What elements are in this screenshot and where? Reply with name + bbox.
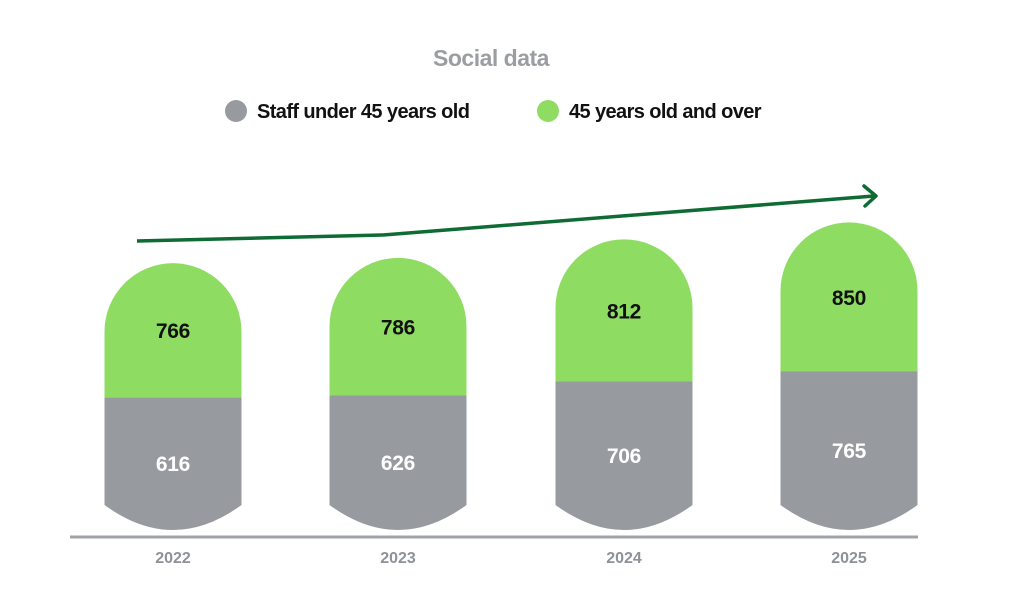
bar-under-45-2024: [555, 381, 693, 530]
data-label-under-45: 706: [607, 445, 641, 468]
bar-45-and-over-2024: [555, 239, 693, 382]
bar-under-45-2022: [104, 397, 242, 530]
bar-45-and-over-2025: [780, 222, 918, 372]
x-tick-label: 2023: [380, 550, 416, 567]
data-label-45-and-over: 812: [607, 300, 641, 323]
bar-45-and-over-2022: [104, 263, 242, 398]
arrow-head-icon: [862, 184, 878, 208]
legend-label-45-and-over: 45 years old and over: [569, 101, 762, 123]
trend-line: [136, 194, 875, 243]
data-label-45-and-over: 766: [156, 320, 190, 343]
x-tick-label: 2022: [155, 550, 191, 567]
legend: Staff under 45 years old 45 years old an…: [225, 100, 762, 123]
x-tick-label: 2024: [606, 550, 642, 567]
bar-under-45-2023: [329, 395, 467, 530]
data-label-under-45: 765: [832, 440, 867, 463]
data-label-45-and-over: 786: [381, 317, 415, 340]
trend-arrow: [136, 184, 878, 243]
data-label-under-45: 616: [156, 453, 190, 476]
legend-label-under-45: Staff under 45 years old: [257, 101, 469, 123]
legend-marker-under-45: [225, 100, 247, 122]
legend-marker-45-and-over: [537, 100, 559, 122]
x-tick-label: 2025: [831, 550, 867, 567]
chart-title: Social data: [433, 45, 550, 71]
data-label-under-45: 626: [381, 452, 415, 475]
bar-under-45-2025: [780, 371, 918, 530]
data-label-45-and-over: 850: [832, 287, 866, 310]
bar-45-and-over-2023: [329, 257, 467, 396]
